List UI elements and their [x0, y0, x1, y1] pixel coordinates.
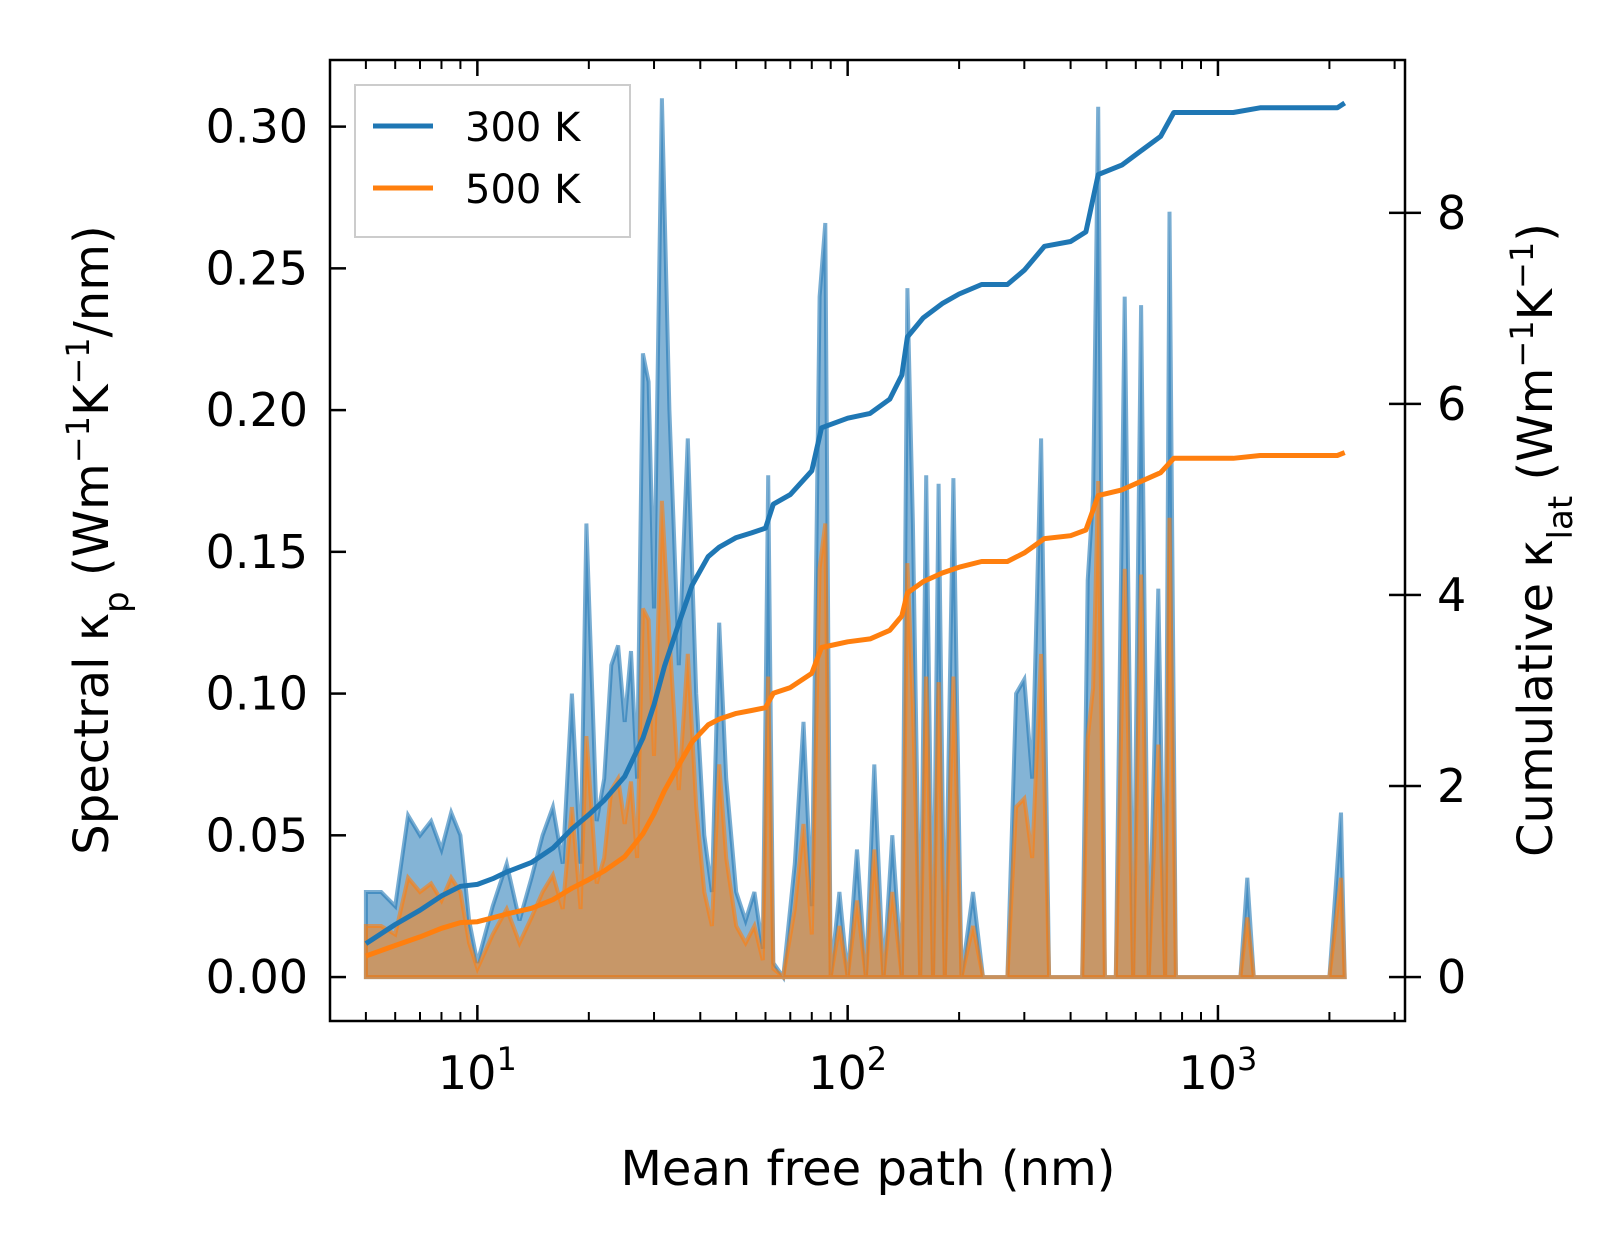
left-y-tick-label: 0.25: [206, 241, 308, 295]
legend: 300 K 500 K: [354, 84, 631, 238]
right-y-tick-label: 0: [1437, 950, 1466, 1004]
left-y-tick-label: 0.10: [206, 667, 308, 721]
spectral-area-500k: [363, 480, 1347, 981]
cumulative-line-300k: [364, 100, 1347, 946]
left-y-tick-label: 0.05: [206, 808, 308, 862]
cumulative-lines: [364, 100, 1347, 959]
left-axis-label: Spectral κp (Wm−1K−1/nm): [59, 225, 137, 854]
right-y-tick-label: 6: [1437, 377, 1466, 431]
axis-ticks: 0.00 0.05 0.10 0.15 0.20 0.25 0.30 0 2 4 6 8 101 102 1…: [206, 60, 1466, 1100]
spectral-fills: [363, 98, 1347, 983]
legend-label-500k: 500 K: [465, 167, 582, 213]
legend-box: [354, 84, 631, 238]
legend-label-300k: 300 K: [465, 105, 582, 151]
left-y-tick-label: 0.20: [206, 383, 308, 437]
right-y-tick-label: 2: [1437, 759, 1466, 813]
left-y-tick-label: 0.15: [206, 525, 308, 579]
x-tick-label: 103: [1178, 1040, 1257, 1100]
right-y-tick-label: 4: [1437, 568, 1466, 622]
x-tick-label: 101: [438, 1040, 517, 1100]
right-axis-label: Cumulative κlat (Wm−1K−1): [1503, 223, 1581, 857]
x-tick-label: 102: [808, 1040, 887, 1100]
x-axis-label: Mean free path (nm): [621, 1141, 1116, 1197]
left-y-tick-label: 0.30: [206, 100, 308, 154]
cumulative-line-500k: [365, 450, 1346, 959]
right-y-tick-label: 8: [1437, 186, 1466, 240]
left-y-tick-label: 0.00: [206, 950, 308, 1004]
plot-frame: [328, 58, 1407, 1023]
